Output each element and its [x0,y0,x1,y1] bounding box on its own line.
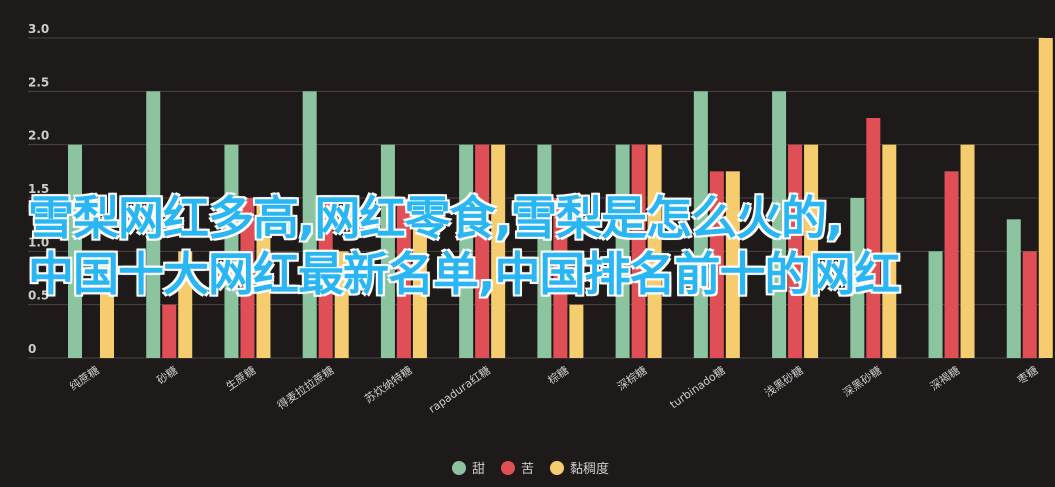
legend-label: 甜 [472,461,485,477]
bar-2 [318,198,333,358]
y-tick-label: 2.5 [28,75,49,89]
legend-marker [550,461,564,475]
overlay-caption-line-2: 中国十大网红最新名单,中国排名前十的网红 [28,247,900,301]
x-tick-label: 生蔗糖 [223,363,258,393]
x-tick-label: 枣糖 [1014,363,1040,387]
legend-label: 苦 [521,461,534,477]
x-tick-label: 纯蔗糖 [67,363,102,393]
x-tick-label: 得麦拉拉蔗糖 [274,363,336,412]
bar-2 [788,144,803,358]
x-tick-label: 浅黑砂糖 [762,363,806,400]
bar-3 [725,171,740,358]
bar-2 [240,198,255,358]
legend-label: 黏稠度 [570,461,609,477]
bar-3 [960,144,975,358]
bar-3 [647,144,662,358]
x-tick-label: 苏炊纳特糖 [362,363,415,406]
legend-marker [501,461,515,475]
y-tick-label: 0 [28,342,36,356]
x-tick-label: turbinado糖 [667,363,728,411]
y-tick-label: 1.5 [28,182,49,196]
bar-2 [162,304,177,358]
bar-1 [68,144,82,358]
overlay-caption: 雪梨网红多高,网红零食,雪梨是怎么火的, 中国十大网红最新名单,中国排名前十的网… [0,190,1055,302]
bar-1 [537,144,552,358]
x-tick-label: 深褐糖 [927,363,962,393]
bar-3 [491,144,506,358]
bar-2 [396,198,411,358]
bar-2 [475,144,490,358]
bar-2 [631,144,646,358]
bar-3 [256,198,271,358]
bar-3 [882,144,897,358]
x-tick-label: 深黑砂糖 [840,363,884,400]
bar-3 [804,144,819,358]
bar-1 [146,91,161,358]
y-tick-label: 2.0 [28,129,49,143]
bar-1 [772,91,787,358]
x-tick-label: 砂糖 [154,363,180,387]
bar-1 [850,198,865,358]
legend-marker [452,461,466,475]
bar-3 [1038,38,1053,358]
bar-1 [459,144,474,358]
bar-2 [1022,251,1037,358]
y-tick-label: 3.0 [28,22,49,36]
bar-3 [178,251,193,358]
x-tick-label: 棕糖 [545,363,571,387]
bar-1 [302,91,317,358]
x-tick-label: rapadura红糖 [426,363,493,416]
overlay-caption-line-1: 雪梨网红多高,网红零食,雪梨是怎么火的, [28,191,843,245]
bar-1 [1006,219,1021,358]
bar-1 [224,144,239,358]
y-tick-label: 1.0 [28,235,49,249]
bar-3 [412,198,427,358]
bar-3 [569,304,584,358]
bar-2 [709,171,724,358]
x-tick-label: 深棕糖 [614,363,649,393]
bar-3 [100,251,114,358]
bar-3 [334,251,349,358]
y-tick-label: 0.5 [28,289,49,303]
bar-1 [615,144,630,358]
bar-1 [928,251,943,358]
bar-2 [553,198,568,358]
bar-1 [380,144,395,358]
bar-1 [693,91,708,358]
bar-2 [944,171,959,358]
bar-2 [866,118,881,358]
